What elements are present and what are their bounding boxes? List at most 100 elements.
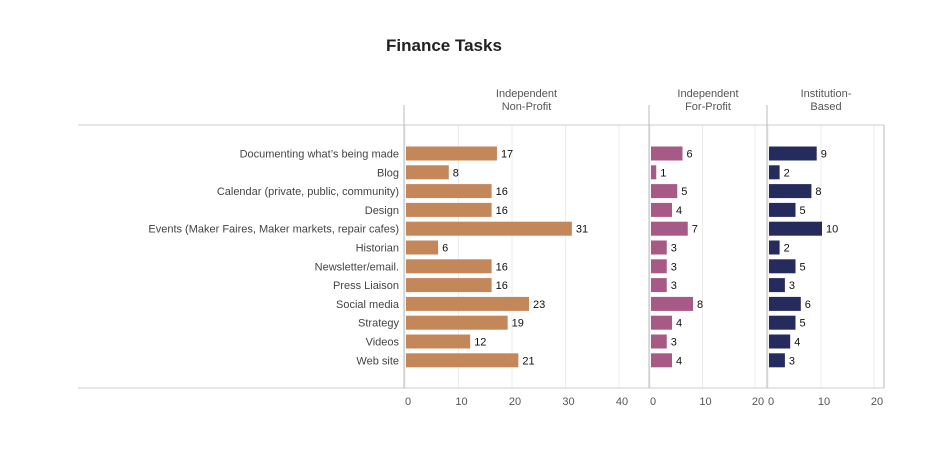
bar <box>769 315 796 330</box>
x-tick-label: 20 <box>752 396 764 408</box>
data-label: 16 <box>496 186 508 198</box>
x-tick-label: 0 <box>405 396 411 408</box>
data-label: 3 <box>671 261 677 273</box>
data-label: 3 <box>789 355 795 367</box>
bar <box>769 334 791 349</box>
panel-header-line: Independent <box>677 88 738 100</box>
category-label: Calendar (private, public, community) <box>217 186 399 198</box>
data-label: 12 <box>474 337 486 349</box>
category-label: Blog <box>377 167 399 179</box>
data-label: 3 <box>671 280 677 292</box>
data-label: 3 <box>789 280 795 292</box>
bar <box>651 146 683 161</box>
bar <box>406 334 471 349</box>
data-label: 5 <box>800 318 806 330</box>
bar <box>406 353 519 368</box>
data-label: 6 <box>687 149 693 161</box>
bar <box>406 278 492 293</box>
category-label: Press Liaison <box>333 280 399 292</box>
data-label: 8 <box>453 167 459 179</box>
data-label: 16 <box>496 261 508 273</box>
bar <box>769 296 801 311</box>
data-label: 5 <box>800 205 806 217</box>
data-label: 17 <box>501 149 513 161</box>
bar <box>651 165 657 180</box>
data-label: 3 <box>671 337 677 349</box>
data-label: 9 <box>821 149 827 161</box>
panel-header-line: Non-Profit <box>502 101 552 113</box>
data-label: 8 <box>815 186 821 198</box>
category-label: Newsletter/email. <box>315 261 399 273</box>
bar <box>651 315 672 330</box>
bar <box>406 146 497 161</box>
data-label: 4 <box>794 337 800 349</box>
x-tick-label: 30 <box>562 396 574 408</box>
bar <box>406 240 439 255</box>
category-label: Web site <box>356 355 399 367</box>
data-label: 16 <box>496 280 508 292</box>
data-label: 10 <box>826 224 838 236</box>
category-label: Events (Maker Faires, Maker markets, rep… <box>148 224 399 236</box>
data-label: 23 <box>533 299 545 311</box>
category-label: Videos <box>366 337 400 349</box>
panel-header-line: Institution- <box>801 88 852 100</box>
data-label: 4 <box>676 318 682 330</box>
data-label: 2 <box>784 243 790 255</box>
chart-title: Finance Tasks <box>386 36 502 55</box>
bar <box>769 240 780 255</box>
bar <box>651 184 678 199</box>
bar <box>769 278 785 293</box>
panel-header-line: For-Profit <box>685 101 731 113</box>
bar <box>406 296 530 311</box>
panel-header-line: Independent <box>496 88 557 100</box>
data-label: 4 <box>676 205 682 217</box>
bar <box>651 240 667 255</box>
x-tick-label: 20 <box>871 396 883 408</box>
bar <box>651 202 672 217</box>
data-label: 5 <box>681 186 687 198</box>
bar <box>651 259 667 274</box>
x-tick-label: 10 <box>818 396 830 408</box>
bar <box>651 278 667 293</box>
category-label: Strategy <box>358 318 399 330</box>
x-tick-label: 20 <box>509 396 521 408</box>
data-label: 5 <box>800 261 806 273</box>
data-label: 8 <box>697 299 703 311</box>
bar <box>769 259 796 274</box>
x-tick-label: 0 <box>768 396 774 408</box>
bar <box>769 353 785 368</box>
data-label: 4 <box>676 355 682 367</box>
data-label: 1 <box>660 167 666 179</box>
bar <box>651 296 693 311</box>
bar <box>769 165 780 180</box>
bar <box>406 165 449 180</box>
data-label: 31 <box>576 224 588 236</box>
data-label: 16 <box>496 205 508 217</box>
category-label: Documenting what’s being made <box>240 149 399 161</box>
bar <box>651 353 672 368</box>
bar <box>406 184 492 199</box>
data-label: 19 <box>512 318 524 330</box>
x-tick-label: 40 <box>616 396 628 408</box>
bar <box>769 221 822 236</box>
x-tick-label: 0 <box>650 396 656 408</box>
x-tick-label: 10 <box>699 396 711 408</box>
bar <box>769 146 817 161</box>
data-label: 6 <box>805 299 811 311</box>
bar <box>406 315 508 330</box>
data-label: 2 <box>784 167 790 179</box>
category-label: Historian <box>356 243 399 255</box>
bar <box>769 184 812 199</box>
bar <box>769 202 796 217</box>
bar <box>406 202 492 217</box>
panel-header-line: Based <box>810 101 841 113</box>
bar <box>406 259 492 274</box>
data-label: 3 <box>671 243 677 255</box>
data-label: 21 <box>522 355 534 367</box>
bar <box>651 334 667 349</box>
data-label: 6 <box>442 243 448 255</box>
data-label: 7 <box>692 224 698 236</box>
category-label: Design <box>365 205 399 217</box>
category-label: Social media <box>336 299 400 311</box>
